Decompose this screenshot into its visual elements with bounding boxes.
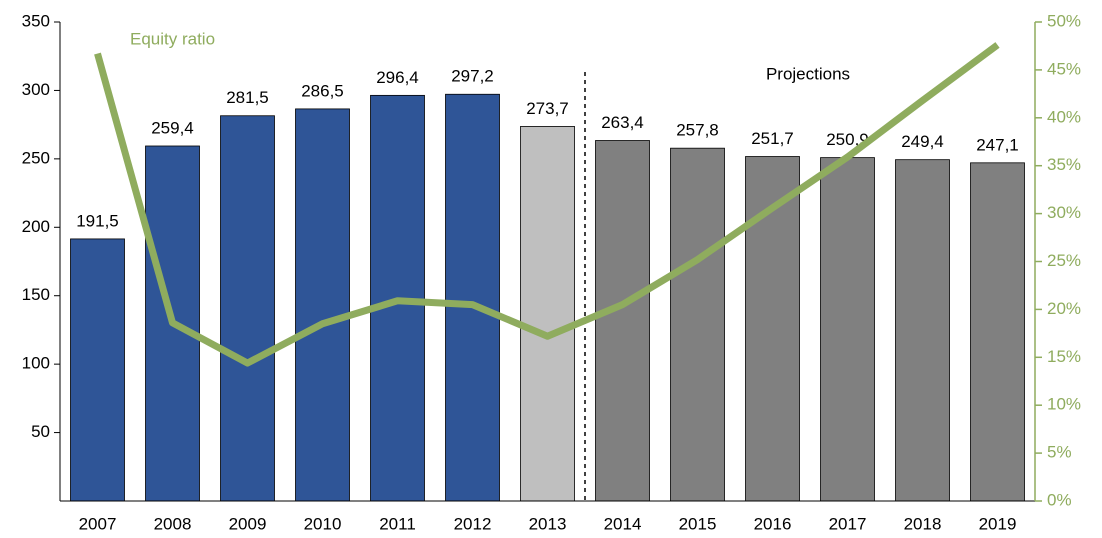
x-tick-label: 2014 <box>604 514 642 533</box>
value-label: 281,5 <box>226 88 269 107</box>
value-label: 251,7 <box>751 129 794 148</box>
value-label: 191,5 <box>76 211 119 230</box>
line <box>94 42 1000 367</box>
x-tick-label: 2007 <box>79 514 117 533</box>
x-tick-label: 2008 <box>154 514 192 533</box>
bar <box>670 147 725 502</box>
y-tick-label: 50 <box>31 422 50 441</box>
value-label: 286,5 <box>301 81 344 100</box>
y2-tick-label: 5% <box>1047 443 1072 462</box>
x-tick-label: 2015 <box>679 514 717 533</box>
y2-tick-label: 45% <box>1047 59 1081 78</box>
bar <box>820 157 875 502</box>
x-tick-label: 2019 <box>979 514 1017 533</box>
value-label: 249,4 <box>901 132 944 151</box>
y2-tick-label: 35% <box>1047 155 1081 174</box>
bar <box>970 162 1025 502</box>
bar <box>895 159 950 502</box>
y2-tick-label: 50% <box>1047 11 1081 30</box>
y2-tick-label: 15% <box>1047 347 1081 366</box>
value-label: 273,7 <box>526 99 569 118</box>
x-tick-label: 2009 <box>229 514 267 533</box>
y-tick-label: 300 <box>22 80 50 99</box>
value-label: 247,1 <box>976 135 1019 154</box>
y-tick-label: 250 <box>22 148 50 167</box>
x-tick-label: 2012 <box>454 514 492 533</box>
y2-tick-label: 40% <box>1047 107 1081 126</box>
value-label: 296,4 <box>376 68 419 87</box>
x-tick-label: 2013 <box>529 514 567 533</box>
bar <box>295 108 350 502</box>
y2-tick-label: 20% <box>1047 299 1081 318</box>
y-tick-label: 350 <box>22 11 50 30</box>
bar <box>70 238 125 502</box>
y2-tick-label: 30% <box>1047 203 1081 222</box>
y-tick-label: 150 <box>22 285 50 304</box>
bar <box>520 126 575 502</box>
value-label: 250,9 <box>826 130 869 149</box>
line-label: Equity ratio <box>130 29 215 48</box>
y-tick-label: 100 <box>22 354 50 373</box>
value-label: 263,4 <box>601 113 644 132</box>
projections-label: Projections <box>766 64 850 83</box>
bar <box>220 115 275 502</box>
x-tick-label: 2018 <box>904 514 942 533</box>
x-tick-label: 2010 <box>304 514 342 533</box>
y2-tick-label: 0% <box>1047 490 1072 509</box>
value-label: 257,8 <box>676 121 719 140</box>
value-label: 259,4 <box>151 118 194 137</box>
y-tick-label: 200 <box>22 217 50 236</box>
bar <box>595 140 650 502</box>
y2-tick-label: 25% <box>1047 251 1081 270</box>
x-tick-label: 2011 <box>379 514 416 533</box>
value-label: 297,2 <box>451 67 494 86</box>
bar <box>745 156 800 502</box>
x-tick-label: 2016 <box>754 514 792 533</box>
y2-tick-label: 10% <box>1047 395 1081 414</box>
bar <box>445 93 500 502</box>
x-tick-label: 2017 <box>829 514 867 533</box>
